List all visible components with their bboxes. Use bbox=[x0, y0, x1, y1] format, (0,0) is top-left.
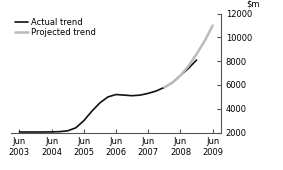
Line: Projected trend: Projected trend bbox=[164, 26, 213, 87]
Actual trend bbox=[18, 131, 21, 133]
Actual trend bbox=[187, 67, 190, 69]
Actual trend bbox=[39, 131, 43, 133]
Actual trend bbox=[90, 110, 94, 112]
Projected trend bbox=[187, 65, 190, 67]
Actual trend bbox=[155, 90, 158, 92]
Actual trend bbox=[179, 74, 182, 76]
Actual trend bbox=[74, 127, 78, 129]
Actual trend bbox=[58, 131, 61, 133]
Actual trend bbox=[122, 94, 126, 96]
Projected trend bbox=[163, 86, 166, 88]
Actual trend bbox=[28, 131, 32, 133]
Actual trend bbox=[114, 94, 118, 96]
Actual trend bbox=[66, 130, 69, 132]
Actual trend bbox=[98, 102, 102, 104]
Projected trend bbox=[179, 74, 182, 76]
Projected trend bbox=[195, 53, 198, 55]
Actual trend bbox=[82, 120, 85, 122]
Actual trend bbox=[50, 131, 53, 133]
Legend: Actual trend, Projected trend: Actual trend, Projected trend bbox=[14, 16, 98, 39]
Text: $m: $m bbox=[246, 0, 260, 8]
Actual trend bbox=[147, 92, 150, 94]
Actual trend bbox=[195, 59, 198, 61]
Projected trend bbox=[211, 24, 215, 27]
Actual trend bbox=[171, 82, 174, 84]
Actual trend bbox=[106, 96, 110, 98]
Line: Actual trend: Actual trend bbox=[19, 60, 197, 132]
Actual trend bbox=[163, 86, 166, 88]
Projected trend bbox=[171, 82, 174, 84]
Projected trend bbox=[203, 40, 206, 42]
Actual trend bbox=[130, 95, 134, 97]
Actual trend bbox=[138, 94, 142, 96]
